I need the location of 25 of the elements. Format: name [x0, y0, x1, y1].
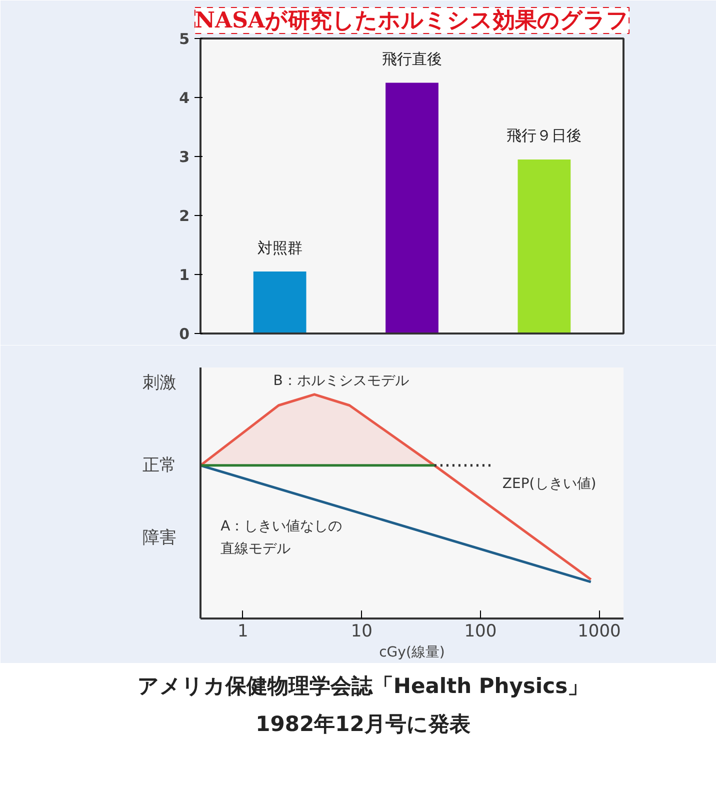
bar	[386, 82, 438, 334]
x-tick-label: 対照群	[257, 238, 302, 257]
text: B：ホルミシスモデル	[273, 372, 409, 389]
text: 刺激	[142, 373, 176, 394]
y-tick-label: 4	[179, 89, 190, 107]
x-tick-label: 1000	[578, 622, 621, 642]
y-tick-label: 5	[179, 30, 190, 48]
y-tick-label: 1	[179, 266, 190, 284]
x-tick-label: 10	[350, 622, 372, 642]
annotation: A：しきい値なしの直線モデル	[220, 518, 342, 558]
x-tick-label: 1	[237, 622, 248, 642]
y-tick-label: 3	[179, 148, 190, 166]
x-axis-title: cGy(線量)	[379, 644, 445, 660]
text: アメリカ保健物理学会誌「Health Physics」 1982年12月号に発表	[137, 673, 589, 738]
y-tick-label: 2	[179, 207, 190, 225]
text: 障害	[142, 528, 176, 548]
x-tick-label: 飛行直後	[382, 50, 442, 68]
x-tick-label: 飛行９日後	[506, 126, 582, 145]
chart-title: NASAが研究したホルミシス効果のグラフ	[194, 8, 630, 34]
text: 正常	[142, 455, 176, 476]
bar	[518, 159, 571, 334]
bar	[253, 272, 306, 334]
x-tick-label: 100	[464, 622, 497, 642]
annotation: ZEP(しきい値)	[502, 476, 596, 492]
y-tick-label: 0	[179, 325, 190, 343]
